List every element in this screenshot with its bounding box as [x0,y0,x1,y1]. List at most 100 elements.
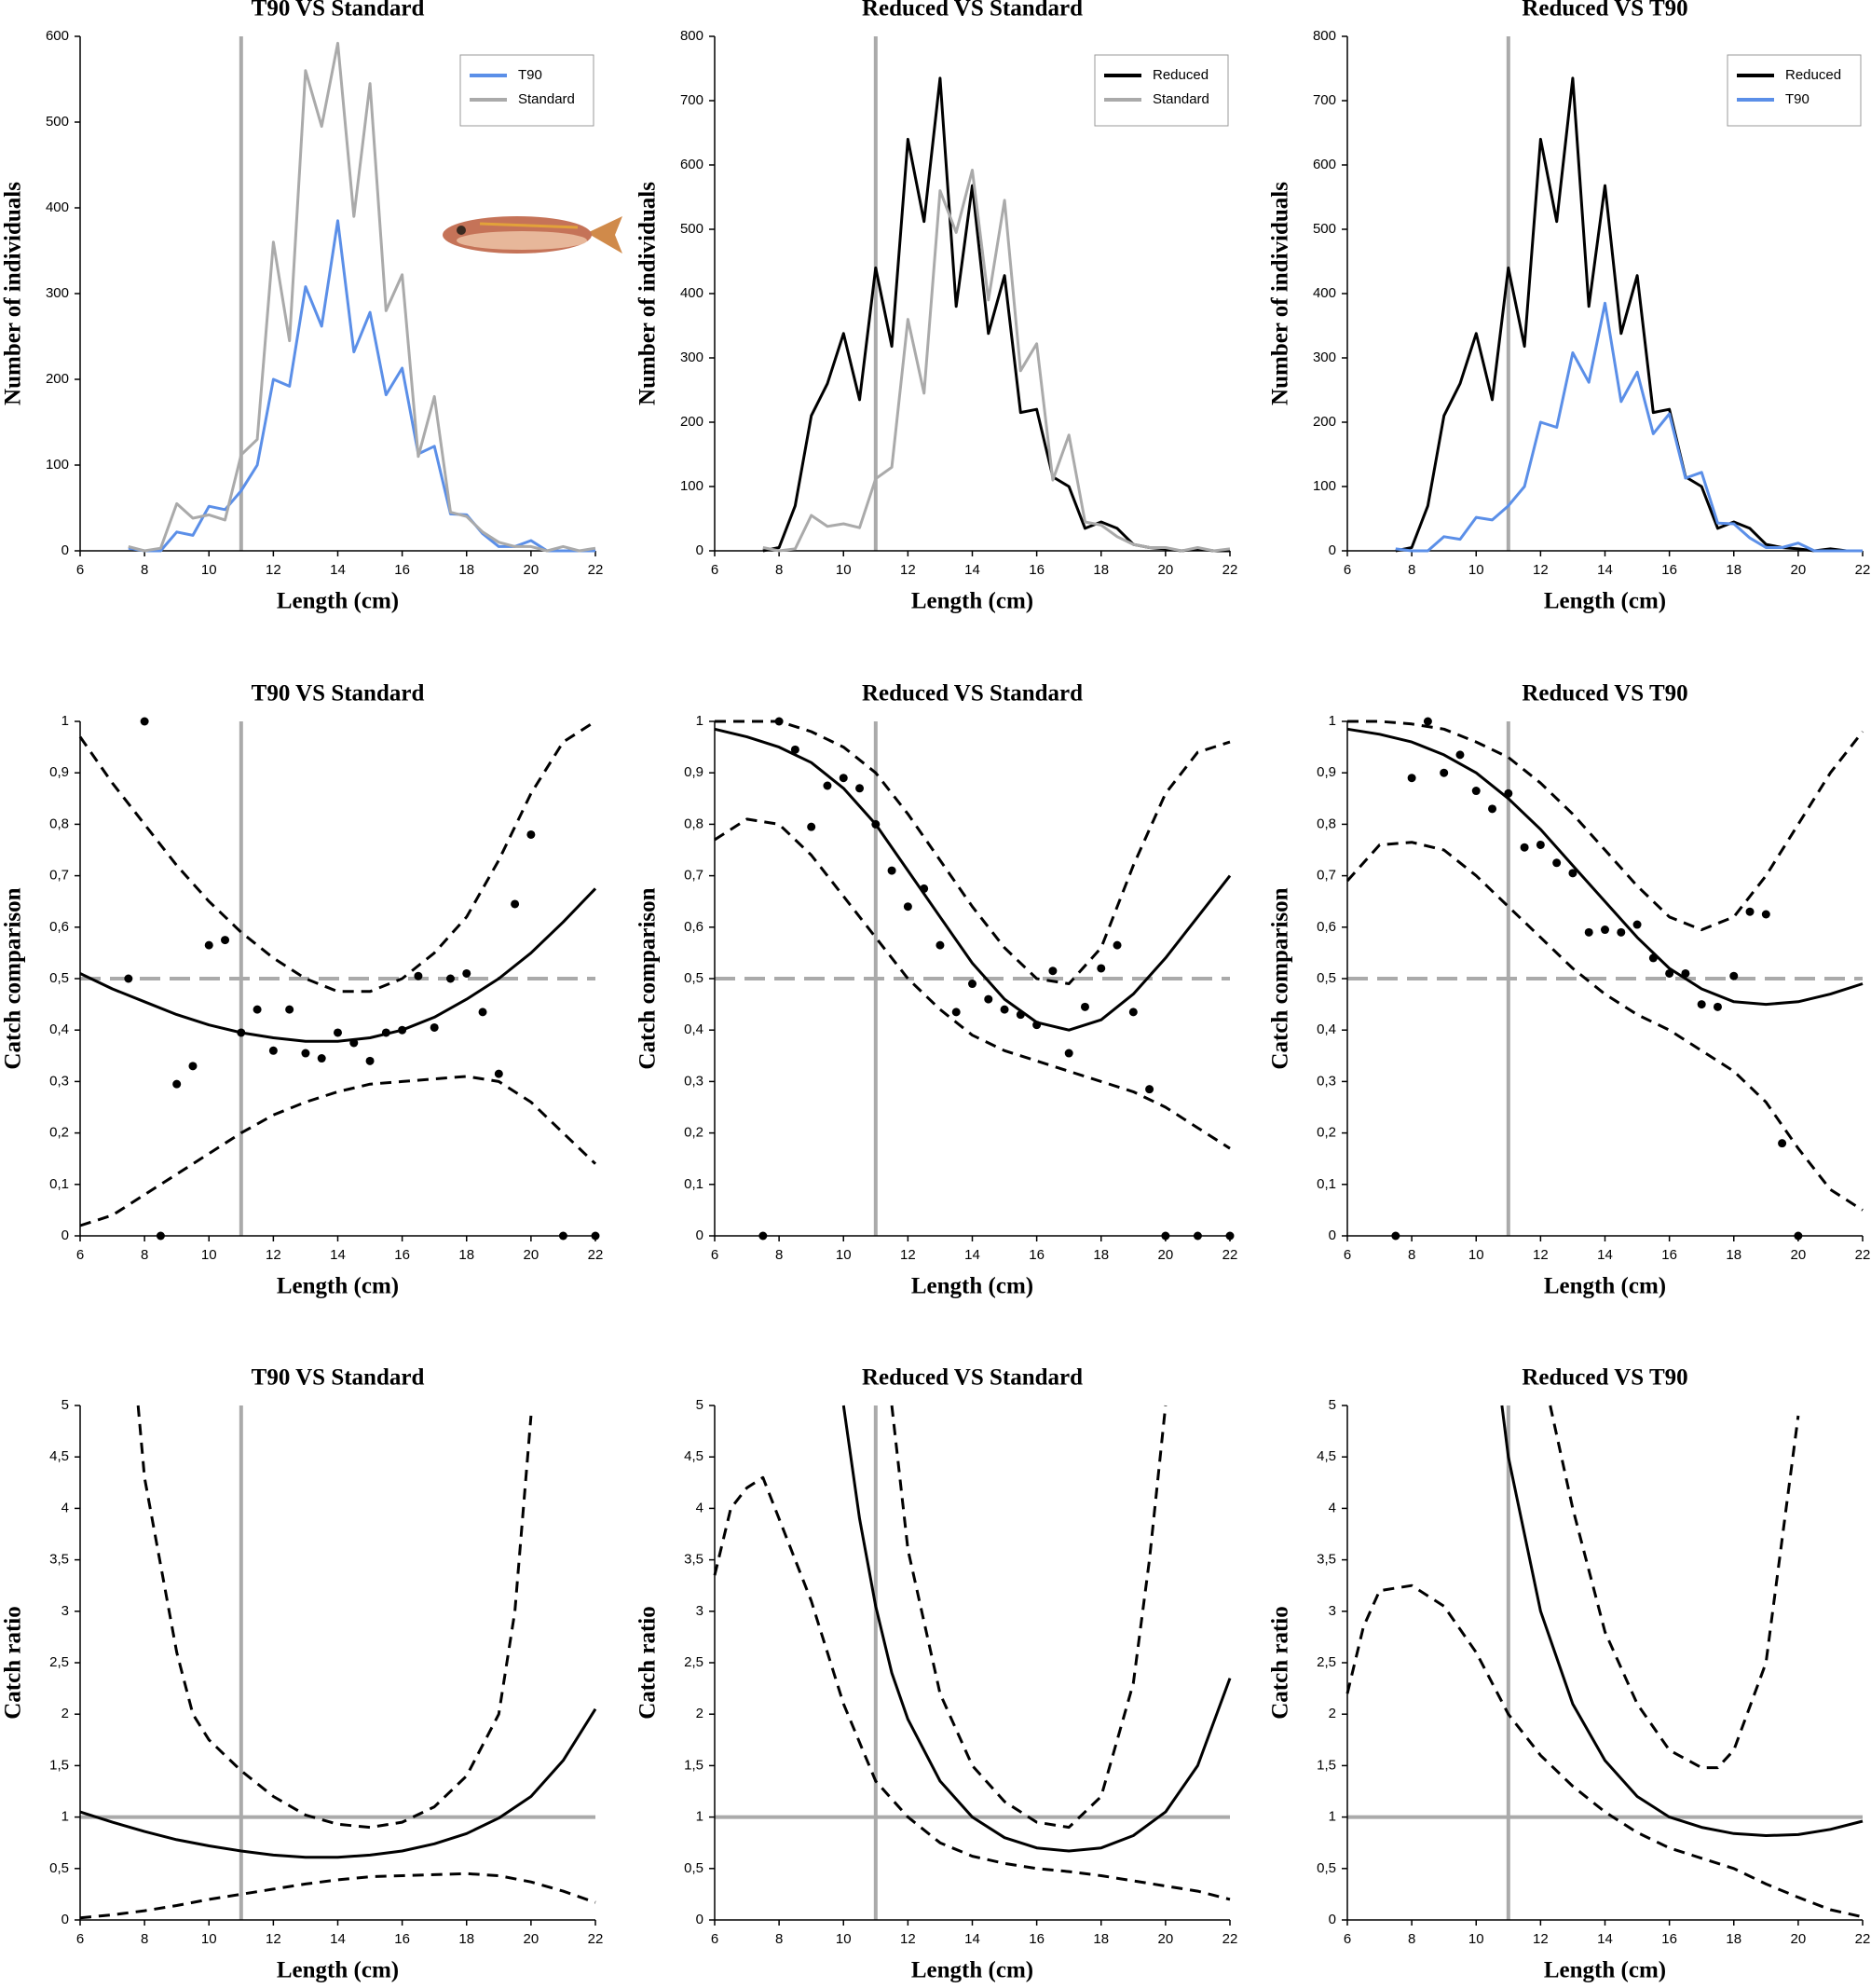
x-axis-label: Length (cm) [1544,1274,1666,1299]
x-tick-label: 22 [588,1247,604,1263]
legend: T90 Standard [459,54,594,127]
data-point [1423,717,1432,726]
data-point [124,974,133,983]
y-tick-label: 0,9 [684,764,703,780]
data-point [526,829,536,839]
y-tick-label: 2 [61,1706,69,1721]
data-point [1391,1231,1400,1241]
series-line [1395,301,1863,553]
y-tick-label: 1 [696,713,703,729]
y-tick-label: 300 [680,350,703,365]
x-tick-label: 10 [201,1247,217,1263]
y-tick-label: 0 [61,1912,69,1927]
data-point [1407,774,1416,783]
x-tick-label: 12 [1533,562,1549,578]
x-tick-label: 20 [1791,1931,1807,1947]
data-point [1113,940,1122,950]
x-tick-label: 14 [964,1247,980,1263]
data-point [462,968,471,978]
y-axis-label: Catch comparison [1,887,26,1069]
x-tick-label: 14 [330,562,346,578]
y-tick-label: 1 [61,713,69,729]
x-tick-label: 8 [141,562,148,578]
x-tick-label: 18 [458,562,474,578]
y-tick-label: 700 [680,92,703,108]
data-point [1681,968,1690,978]
data-point [204,940,213,950]
x-axis-label: Length (cm) [911,1958,1033,1983]
y-tick-label: 0,2 [684,1125,703,1141]
data-point [1097,964,1106,973]
x-axis-label: Length (cm) [1544,589,1666,614]
data-point [936,940,945,950]
x-tick-label: 10 [201,1931,217,1947]
y-tick-label: 0,4 [1317,1021,1336,1037]
data-point [478,1008,487,1017]
chart-title: T90 VS Standard [252,1365,425,1391]
panel: Reduced VS Standard Length (cm) Catch comp… [635,681,1238,1299]
data-point [172,1079,182,1089]
x-tick-label: 14 [330,1247,346,1263]
y-tick-label: 0 [61,1227,69,1243]
data-point [1048,967,1058,976]
y-tick-label: 0,2 [1317,1125,1336,1141]
y-tick-label: 0,5 [49,1860,69,1876]
y-tick-label: 600 [46,28,69,44]
x-tick-label: 6 [711,1247,718,1263]
x-tick-label: 12 [266,562,281,578]
y-tick-label: 2 [696,1706,703,1721]
data-point [414,971,423,980]
x-tick-label: 6 [76,1247,84,1263]
x-tick-label: 20 [1158,562,1174,578]
data-point [268,1046,278,1055]
legend: Reduced Standard [1094,54,1229,127]
series-line [762,169,1231,553]
y-axis-label: Catch ratio [635,1606,661,1720]
y-tick-label: 0,3 [1317,1073,1336,1089]
x-tick-label: 8 [141,1931,148,1947]
data-point [1568,869,1577,878]
x-tick-label: 22 [1855,1931,1871,1947]
y-tick-label: 0,5 [684,1860,703,1876]
x-tick-label: 22 [1222,1247,1238,1263]
data-point [430,1022,439,1032]
chart-title: Reduced VS T90 [1522,0,1687,21]
y-tick-label: 0 [696,1912,703,1927]
y-axis-label: Catch comparison [635,887,661,1069]
y-tick-label: 0,4 [49,1021,69,1037]
data-point [951,1008,961,1017]
x-tick-label: 16 [1661,1931,1677,1947]
data-point [221,936,230,945]
y-tick-label: 4 [696,1500,703,1515]
y-tick-label: 0,7 [1317,868,1336,884]
x-tick-label: 18 [1093,1247,1109,1263]
x-tick-label: 16 [394,1931,410,1947]
x-tick-label: 12 [900,562,916,578]
x-tick-label: 6 [76,1931,84,1947]
y-axis-label: Number of individuals [635,182,661,405]
series-line [714,817,1231,1150]
x-tick-label: 22 [588,562,604,578]
x-axis-label: Length (cm) [1544,1958,1666,1983]
x-tick-label: 6 [1344,562,1351,578]
x-tick-label: 18 [458,1247,474,1263]
y-tick-label: 3 [696,1603,703,1619]
y-tick-label: 500 [1313,221,1336,237]
y-tick-label: 800 [1313,28,1336,44]
x-tick-label: 12 [266,1931,281,1947]
x-tick-label: 16 [394,562,410,578]
y-tick-label: 5 [61,1397,69,1413]
y-tick-label: 2 [1329,1706,1336,1721]
x-tick-label: 22 [1222,562,1238,578]
data-point [1471,787,1481,796]
series-line [890,1405,1168,1830]
x-tick-label: 18 [1093,562,1109,578]
chart-title: Reduced VS Standard [862,681,1083,706]
series-line [128,219,595,553]
y-tick-label: 0,7 [684,868,703,884]
panel: Reduced VS T90 Length (cm) Number of indiv… [1268,0,1871,614]
y-axis-label: Number of individuals [1268,182,1293,405]
x-tick-label: 8 [775,562,783,578]
x-tick-label: 16 [1029,1931,1045,1947]
